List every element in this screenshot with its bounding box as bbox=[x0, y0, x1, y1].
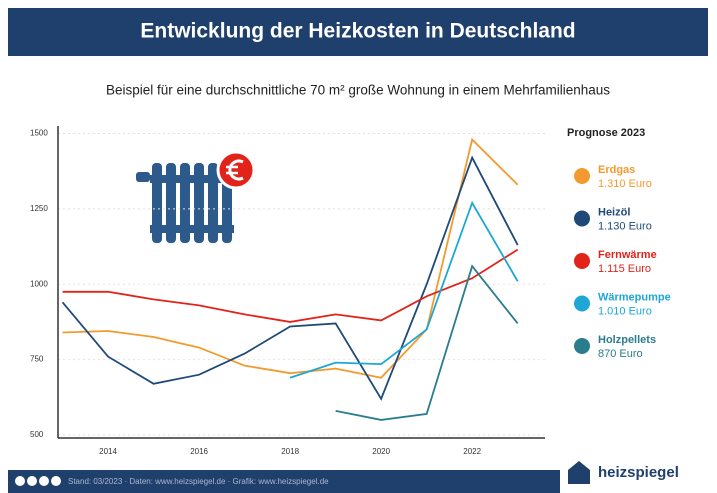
legend-icon bbox=[574, 210, 590, 227]
x-tick-label: 2022 bbox=[463, 447, 481, 456]
x-tick-label: 2014 bbox=[99, 447, 117, 456]
legend-icon bbox=[574, 338, 590, 354]
legend-name: Erdgas bbox=[598, 164, 635, 176]
legend-forecast: 1.010 Euro bbox=[598, 305, 652, 317]
logo: heizspiegel bbox=[598, 464, 679, 481]
chart-subtitle: Beispiel für eine durchschnittliche 70 m… bbox=[106, 83, 610, 98]
legend-icon bbox=[574, 168, 590, 184]
footer-bar bbox=[8, 470, 708, 493]
legend-forecast: 1.115 Euro bbox=[598, 263, 651, 275]
chart-title: Entwicklung der Heizkosten in Deutschlan… bbox=[140, 20, 575, 43]
series-line bbox=[289, 200, 519, 379]
legend-icon bbox=[574, 295, 590, 312]
y-tick-label: 500 bbox=[30, 430, 44, 439]
legend-name: Holzpellets bbox=[598, 334, 656, 346]
y-tick-label: 750 bbox=[30, 355, 44, 364]
x-tick-label: 2016 bbox=[190, 447, 208, 456]
y-tick-label: 1250 bbox=[30, 204, 48, 213]
cc-icons bbox=[15, 476, 61, 486]
legend-icon bbox=[574, 253, 590, 269]
series-line bbox=[62, 137, 519, 379]
y-tick-label: 1000 bbox=[30, 279, 48, 288]
x-tick-label: 2018 bbox=[281, 447, 299, 456]
footer-text: Stand: 03/2023 · Daten: www.heizspiegel.… bbox=[68, 477, 329, 486]
y-tick-label: 1500 bbox=[30, 129, 48, 138]
title-bar bbox=[8, 8, 708, 56]
series-line bbox=[335, 264, 519, 421]
legend-name: Heizöl bbox=[598, 206, 630, 218]
logo-house bbox=[568, 461, 590, 484]
legend-forecast: 1.310 Euro bbox=[598, 178, 652, 190]
legend-title: Prognose 2023 bbox=[567, 127, 645, 139]
series-line bbox=[62, 248, 519, 323]
legend-name: Wärmepumpe bbox=[598, 291, 671, 303]
legend-forecast: 870 Euro bbox=[598, 348, 643, 360]
legend-name: Fernwärme bbox=[598, 249, 657, 261]
radiator-icon bbox=[136, 150, 256, 243]
x-tick-label: 2020 bbox=[372, 447, 390, 456]
series-line bbox=[61, 155, 519, 401]
legend-forecast: 1.130 Euro bbox=[598, 220, 652, 232]
